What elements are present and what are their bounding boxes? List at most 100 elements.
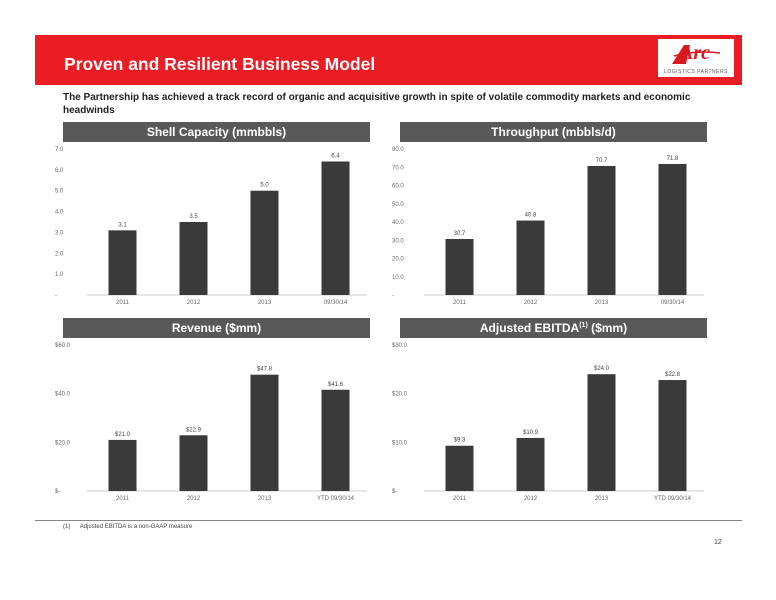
y-tick-label: 2.0: [55, 251, 64, 257]
data-label: 71.8: [667, 156, 679, 162]
y-tick-label: 70.0: [392, 165, 404, 171]
data-label: $21.0: [115, 432, 131, 438]
y-tick-label: $40.0: [55, 392, 71, 398]
y-tick-label: 80.0: [392, 147, 404, 153]
bar: [321, 389, 350, 491]
bar: [250, 190, 279, 295]
throughput-plot: 80.0 70.0 60.0 50.0 40.0 30.0 20.0 10.0 - 30.7 201…: [392, 147, 704, 306]
y-tick-label: 40.0: [392, 220, 404, 226]
y-tick-label: $-: [55, 489, 60, 495]
x-tick-label: 2012: [524, 496, 538, 502]
data-label: $10.9: [523, 430, 539, 436]
revenue-chart: Revenue ($mm) $60.0 $40.0 $20.0 $- $21.0 2011…: [55, 318, 370, 508]
bar: [321, 161, 350, 295]
data-label: $22.8: [665, 372, 681, 378]
y-tick-label: 4.0: [55, 210, 64, 216]
bar: [445, 238, 474, 295]
x-tick-label: 2013: [595, 496, 609, 502]
bar: [108, 439, 137, 491]
x-tick-label: 2013: [595, 300, 609, 306]
logo-subtext: LOGISTICS PARTNERS: [664, 69, 728, 75]
y-tick-label: $30.0: [392, 343, 408, 349]
footnote: (1) Adjusted EBITDA is a non-GAAP measur…: [63, 524, 192, 530]
shell-capacity-plot: 7.0 6.0 5.0 4.0 3.0 2.0 1.0 - 3.1 2011 3.5 2012 5.0 2…: [55, 147, 367, 306]
x-tick-label: 2012: [524, 300, 538, 306]
x-tick-label: YTD 09/30/14: [654, 496, 692, 502]
adjusted-ebitda-plot: $30.0 $20.0 $10.0 $- $9.3 2011 $10.9 2012 $24.0 2…: [392, 343, 704, 502]
revenue-plot: $60.0 $40.0 $20.0 $- $21.0 2011 $22.9 2012 $47.8…: [55, 343, 367, 502]
bar: [587, 165, 616, 295]
y-tick-label: -: [55, 293, 57, 299]
data-label: $41.6: [328, 382, 344, 388]
y-tick-label: $20.0: [55, 440, 71, 446]
data-label: 3.1: [118, 222, 127, 228]
x-tick-label: 2011: [116, 496, 130, 502]
data-label: $22.9: [186, 427, 202, 433]
y-tick-label: 7.0: [55, 147, 64, 153]
y-tick-label: $20.0: [392, 392, 408, 398]
logo-wordmark: Arc: [680, 42, 710, 64]
bar: [179, 222, 208, 295]
chart-title: Shell Capacity (mmbbls): [63, 122, 370, 142]
bar: [516, 220, 545, 295]
data-label: $47.8: [257, 367, 273, 373]
bar: [658, 163, 687, 295]
data-label: 3.5: [189, 214, 198, 220]
y-tick-label: 30.0: [392, 238, 404, 244]
x-tick-label: 2012: [187, 496, 201, 502]
x-tick-label: 09/30/14: [661, 300, 685, 306]
x-tick-label: 2011: [116, 300, 130, 306]
data-label: 5.0: [260, 183, 269, 189]
data-label: 30.7: [454, 231, 466, 237]
y-tick-label: 6.0: [55, 168, 64, 174]
bar: [445, 445, 474, 491]
x-tick-label: 2013: [258, 300, 272, 306]
footnote-text: Adjusted EBITDA is a non-GAAP measure: [79, 524, 193, 530]
y-tick-label: -: [392, 293, 394, 299]
data-label: 70.7: [596, 158, 608, 164]
bar: [516, 437, 545, 491]
bar: [179, 435, 208, 491]
adjusted-ebitda-chart: Adjusted EBITDA(1) ($mm) $30.0 $20.0 $10.0…: [392, 318, 707, 508]
x-tick-label: 2011: [453, 496, 467, 502]
throughput-chart: Throughput (mbbls/d) 80.0 70.0 60.0 50.0 40.…: [392, 122, 707, 312]
y-tick-label: $10.0: [392, 440, 408, 446]
x-tick-label: 2011: [453, 300, 467, 306]
page-title: Proven and Resilient Business Model: [64, 54, 376, 74]
y-tick-label: 1.0: [55, 272, 64, 278]
footer-divider: [35, 520, 742, 521]
y-tick-label: 60.0: [392, 184, 404, 190]
y-tick-label: 20.0: [392, 257, 404, 263]
data-label: $9.3: [454, 438, 466, 444]
footnote-mark: (1): [63, 524, 71, 530]
x-tick-label: 2013: [258, 496, 272, 502]
chart-title-suffix: ($mm): [587, 321, 628, 335]
data-label: $24.0: [594, 366, 610, 372]
chart-title: Throughput (mbbls/d): [400, 122, 707, 142]
bar: [250, 374, 279, 491]
y-tick-label: 3.0: [55, 230, 64, 236]
page-subtitle: The Partnership has achieved a track rec…: [63, 92, 691, 116]
chart-title: Adjusted EBITDA(1) ($mm): [400, 318, 707, 338]
x-tick-label: 2012: [187, 300, 201, 306]
chart-title: Revenue ($mm): [63, 318, 370, 338]
y-tick-label: $-: [392, 489, 397, 495]
logo-swoosh-icon: [672, 45, 721, 64]
x-tick-label: 09/30/14: [324, 300, 348, 306]
x-tick-label: YTD 09/30/14: [317, 496, 355, 502]
bar: [658, 380, 687, 491]
bar: [587, 374, 616, 491]
y-tick-label: 50.0: [392, 202, 404, 208]
company-logo: Arc LOGISTICS PARTNERS: [658, 39, 734, 77]
footnote-reference: (1): [579, 322, 588, 329]
page-number: 12: [714, 539, 722, 546]
header-banner: Proven and Resilient Business Model Arc …: [35, 35, 742, 85]
chart-title-text: Adjusted EBITDA: [479, 321, 580, 335]
shell-capacity-chart: Shell Capacity (mmbbls) 7.0 6.0 5.0 4.0 3.0 2…: [55, 122, 370, 312]
data-label: 40.8: [525, 213, 537, 219]
y-tick-label: $60.0: [55, 343, 71, 349]
y-tick-label: 10.0: [392, 275, 404, 281]
bar: [108, 230, 137, 295]
y-tick-label: 5.0: [55, 189, 64, 195]
data-label: 6.4: [331, 154, 340, 160]
